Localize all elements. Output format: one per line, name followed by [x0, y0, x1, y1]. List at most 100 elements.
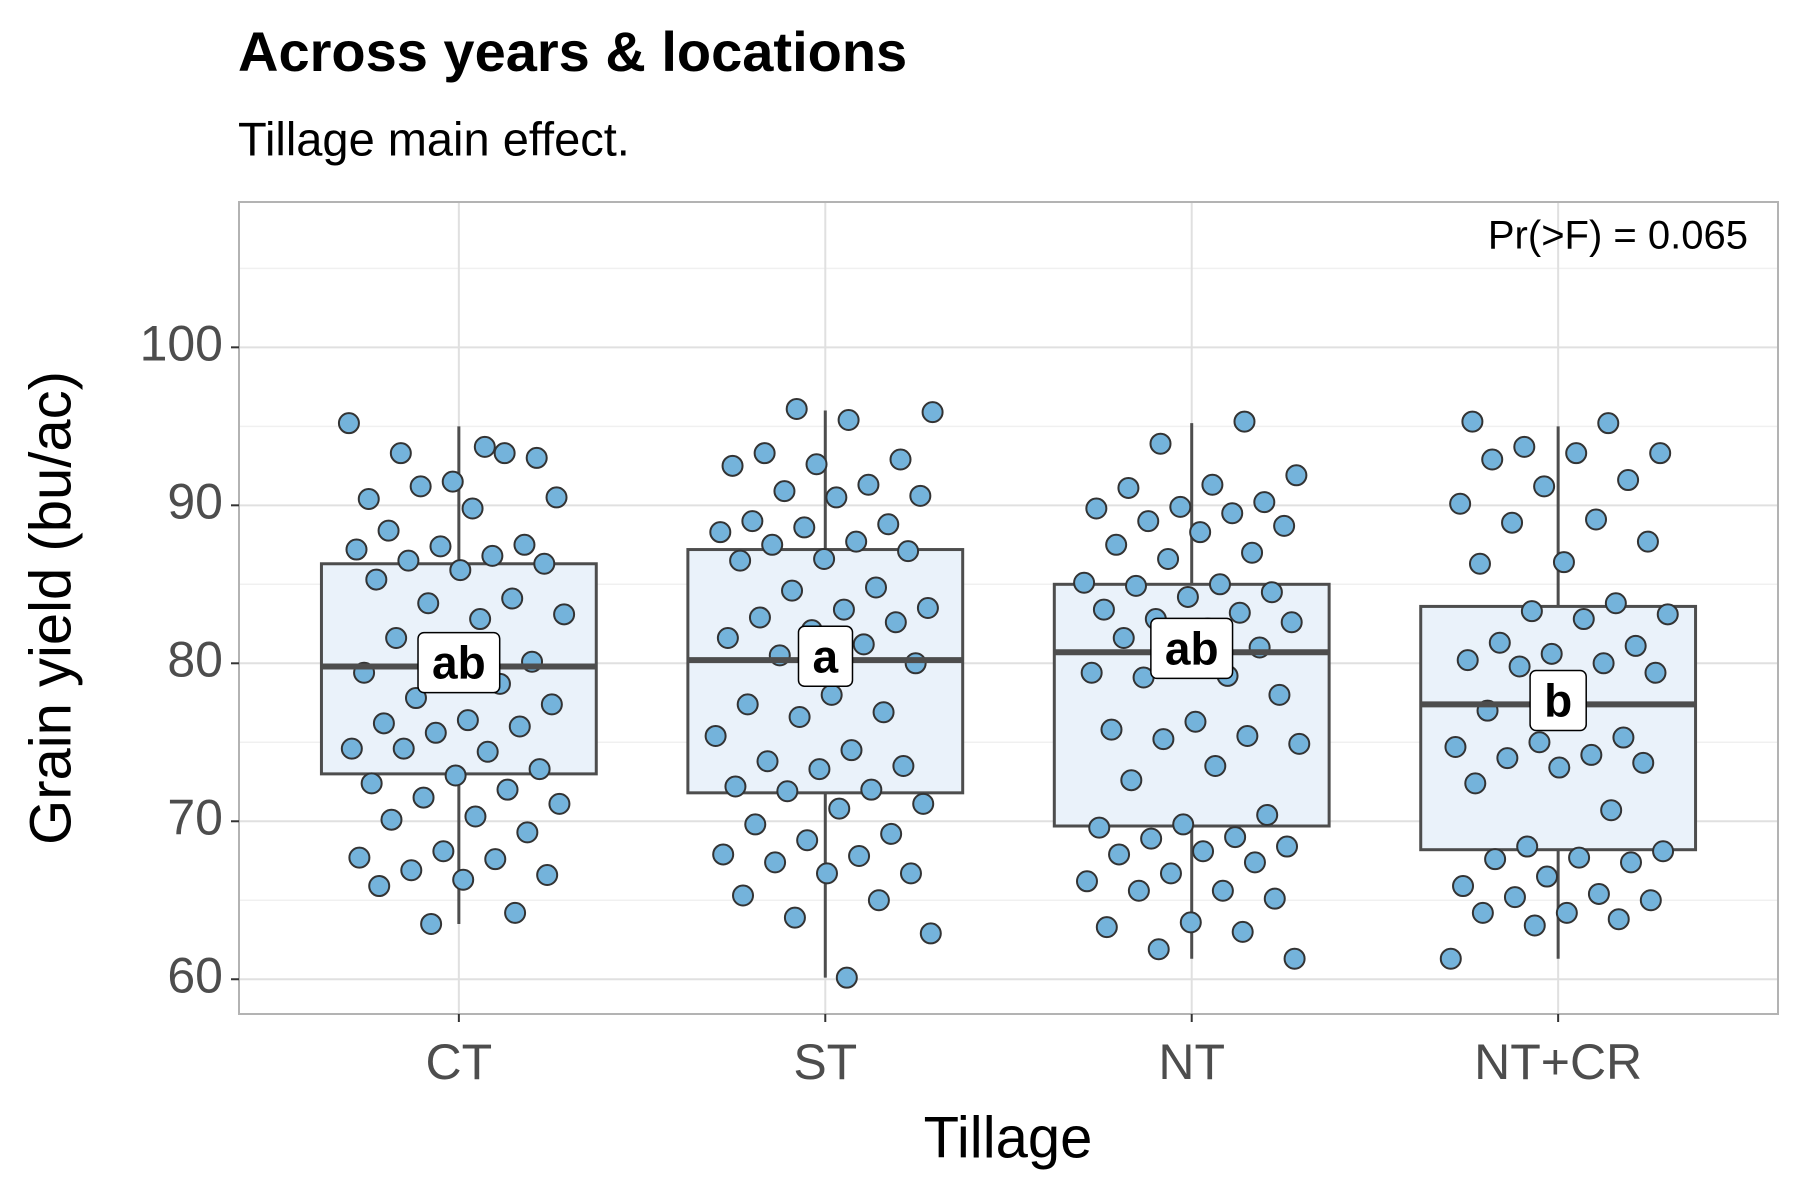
data-point — [1464, 772, 1487, 795]
data-point — [432, 840, 455, 863]
data-point — [1516, 835, 1539, 858]
data-point — [919, 922, 942, 945]
data-point — [889, 448, 912, 471]
data-point — [417, 592, 440, 615]
data-point — [1228, 601, 1251, 624]
letter-label: ab — [1150, 617, 1234, 680]
letter-box — [1529, 669, 1587, 732]
data-point — [1656, 603, 1679, 626]
data-point — [409, 475, 432, 498]
data-point — [1636, 530, 1659, 553]
data-point — [796, 829, 819, 852]
data-point — [1508, 655, 1531, 678]
data-point — [1184, 710, 1207, 733]
data-point — [912, 792, 935, 815]
data-point — [496, 778, 519, 801]
data-point — [1649, 442, 1672, 465]
data-point — [1280, 611, 1303, 634]
data-point — [1085, 497, 1108, 520]
letter-label: b — [1529, 669, 1587, 732]
data-point — [456, 709, 479, 732]
data-point — [1201, 473, 1224, 496]
data-point — [835, 966, 858, 989]
letter-text: a — [812, 630, 838, 682]
annotation: Pr(>F) = 0.065 — [1488, 214, 1748, 258]
data-point — [1124, 574, 1147, 597]
data-point — [1231, 920, 1254, 943]
y-tick-label: 100 — [140, 316, 223, 372]
data-point — [1528, 731, 1551, 754]
data-point — [781, 579, 804, 602]
x-tick-label: CT — [426, 1034, 493, 1090]
data-point — [724, 775, 747, 798]
data-point — [1169, 495, 1192, 518]
data-point — [845, 530, 868, 553]
data-point — [1273, 514, 1296, 537]
data-point — [736, 693, 759, 716]
data-point — [545, 486, 568, 509]
data-point — [508, 715, 531, 738]
data-point — [1523, 914, 1546, 937]
data-point — [337, 412, 360, 435]
data-point — [365, 568, 388, 591]
data-point — [1607, 908, 1630, 931]
data-point — [1140, 827, 1163, 850]
data-point — [741, 510, 764, 533]
x-axis-title: Tillage — [924, 1105, 1093, 1170]
data-point — [1585, 508, 1608, 531]
data-point — [1592, 652, 1615, 675]
data-point — [832, 598, 855, 621]
data-point — [1147, 938, 1170, 961]
data-point — [848, 845, 871, 868]
data-point — [1565, 442, 1588, 465]
data-point — [484, 848, 507, 871]
data-point — [404, 687, 427, 710]
data-point — [897, 540, 920, 563]
data-point — [481, 544, 504, 567]
data-point — [400, 859, 423, 882]
data-point — [493, 442, 516, 465]
data-point — [1597, 412, 1620, 435]
data-point — [880, 822, 903, 845]
data-point — [504, 901, 527, 924]
data-point — [852, 633, 875, 656]
data-point — [1600, 799, 1623, 822]
data-point — [525, 446, 548, 469]
data-point — [1095, 916, 1118, 939]
data-point — [1105, 533, 1128, 556]
data-point — [1461, 410, 1484, 433]
data-point — [1260, 581, 1283, 604]
data-point — [1533, 475, 1556, 498]
data-point — [1253, 491, 1276, 514]
data-point — [397, 549, 420, 572]
data-point — [815, 862, 838, 885]
data-point — [1552, 551, 1575, 574]
y-axis-title: Grain yield (bu/ac) — [18, 371, 83, 845]
data-point — [872, 701, 895, 724]
data-point — [1211, 879, 1234, 902]
data-point — [473, 435, 496, 458]
data-point — [805, 453, 828, 476]
data-point — [1204, 754, 1227, 777]
data-point — [899, 862, 922, 885]
data-point — [1285, 464, 1308, 487]
data-point — [909, 484, 932, 507]
data-point — [1468, 552, 1491, 575]
data-point — [1152, 728, 1175, 751]
letter-box — [1150, 617, 1234, 680]
data-point — [1580, 743, 1603, 766]
data-point — [753, 442, 776, 465]
data-point — [709, 521, 732, 544]
data-point — [424, 721, 447, 744]
data-point — [1092, 598, 1115, 621]
data-point — [785, 397, 808, 420]
data-point — [825, 486, 848, 509]
data-point — [716, 627, 739, 650]
letter-text: ab — [1165, 622, 1219, 674]
data-point — [1439, 947, 1462, 970]
x-tick-label: ST — [793, 1034, 857, 1090]
chart-title: Across years & locations — [238, 20, 907, 83]
data-point — [748, 606, 771, 629]
data-point — [340, 737, 363, 760]
